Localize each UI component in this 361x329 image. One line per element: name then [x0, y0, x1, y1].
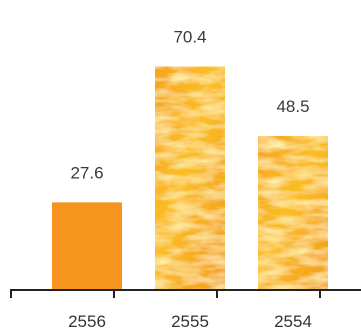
- x-tick-label-2556: 2556: [68, 312, 106, 329]
- bar-2555: [155, 66, 225, 290]
- x-tick-label-2555: 2555: [171, 312, 209, 329]
- x-axis: [10, 289, 361, 298]
- value-label-2555: 70.4: [173, 27, 206, 46]
- value-label-2554: 48.5: [276, 97, 309, 116]
- x-tick-labels-group: 2556 2555 2554: [68, 312, 312, 329]
- x-tick-label-2554: 2554: [274, 312, 312, 329]
- value-label-2556: 27.6: [70, 163, 103, 182]
- bar-2556: [52, 202, 122, 290]
- bar-2554: [258, 136, 328, 290]
- value-labels-group: 27.6 70.4 48.5: [70, 27, 309, 182]
- bars-group: [52, 66, 328, 290]
